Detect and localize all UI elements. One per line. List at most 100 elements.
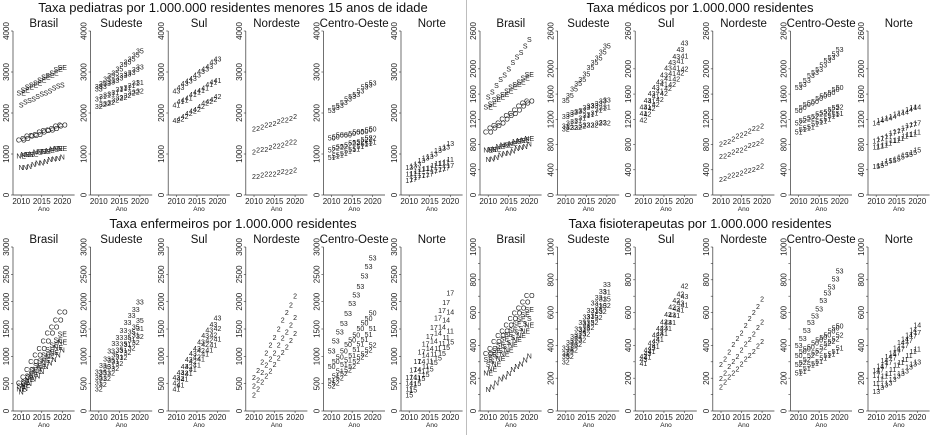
marker-52: 52 bbox=[369, 342, 377, 349]
marker-medio: 2 bbox=[740, 348, 744, 355]
marker-co: CO bbox=[24, 134, 35, 141]
marker-42: 42 bbox=[664, 86, 672, 93]
x-tick-label: 2015 bbox=[810, 413, 828, 422]
marker-52: 52 bbox=[819, 110, 827, 117]
subplot-title: Sul bbox=[658, 234, 675, 246]
marker-n: N bbox=[56, 352, 61, 359]
marker-co: CO bbox=[24, 367, 35, 374]
marker-31: 31 bbox=[124, 85, 132, 92]
marker-baixo: 2 bbox=[252, 392, 256, 399]
marker-51: 51 bbox=[836, 346, 844, 353]
marker-17: 17 bbox=[876, 136, 884, 143]
marker-33: 33 bbox=[574, 109, 582, 116]
marker-15: 15 bbox=[905, 152, 913, 159]
marker-alto: 2 bbox=[735, 336, 739, 343]
marker-ne: NE bbox=[49, 146, 59, 153]
y-tick-label: 200 bbox=[779, 371, 788, 385]
y-tick-label: 2000 bbox=[390, 292, 399, 310]
x-tick-label: 2010 bbox=[635, 413, 653, 422]
marker-41: 41 bbox=[209, 343, 217, 350]
marker-se: SE bbox=[488, 352, 498, 359]
y-tick-label: 400 bbox=[857, 163, 866, 177]
y-tick-label: 2500 bbox=[157, 265, 166, 283]
marker-11: 11 bbox=[438, 341, 445, 348]
marker-33: 33 bbox=[599, 289, 607, 296]
y-tick-label: 4000 bbox=[157, 22, 166, 40]
marker-51: 51 bbox=[344, 357, 352, 364]
marker-43: 43 bbox=[681, 294, 689, 301]
x-tick-label: 2010 bbox=[323, 413, 341, 422]
y-tick-label: 0 bbox=[157, 408, 166, 413]
panel-2: Taxa médicos por 1.000.000 residentes Bra… bbox=[469, 0, 930, 213]
marker-17: 17 bbox=[889, 356, 897, 363]
marker-32: 32 bbox=[562, 360, 570, 367]
marker-alto: 2 bbox=[727, 350, 731, 357]
marker-11: 11 bbox=[905, 353, 912, 360]
marker-co: CO bbox=[41, 338, 52, 345]
marker-51: 51 bbox=[356, 341, 364, 348]
marker-31: 31 bbox=[120, 348, 128, 355]
y-tick-label: 800 bbox=[624, 137, 633, 151]
marker-51: 51 bbox=[340, 362, 348, 369]
marker-33: 33 bbox=[599, 99, 607, 106]
marker-n: N bbox=[502, 374, 507, 381]
marker-53: 53 bbox=[819, 62, 827, 69]
x-tick-label: 2020 bbox=[908, 197, 926, 206]
y-tick-label: 2000 bbox=[80, 104, 89, 122]
x-tick-label: 2020 bbox=[831, 197, 849, 206]
y-tick-label: 3000 bbox=[312, 238, 321, 256]
marker-17: 17 bbox=[442, 165, 450, 172]
marker-50: 50 bbox=[352, 333, 360, 340]
marker-medio: 2 bbox=[752, 142, 756, 149]
marker-43: 43 bbox=[681, 40, 689, 47]
x-tick-label: 2010 bbox=[323, 197, 341, 206]
y-tick-label: 1000 bbox=[2, 347, 11, 365]
marker-41: 41 bbox=[668, 320, 676, 327]
y-tick-label: 3000 bbox=[157, 63, 166, 81]
marker-se: SE bbox=[496, 94, 506, 101]
y-tick-label: 800 bbox=[702, 273, 711, 287]
marker-50: 50 bbox=[365, 316, 373, 323]
marker-15: 15 bbox=[422, 372, 430, 379]
marker-s: S bbox=[27, 98, 32, 105]
y-tick-label: 1000 bbox=[80, 347, 89, 365]
marker-31: 31 bbox=[95, 381, 103, 388]
y-tick-label: 0 bbox=[2, 408, 11, 413]
marker-43: 43 bbox=[668, 60, 676, 67]
x-axis-label: Ano bbox=[348, 422, 360, 429]
marker-42: 42 bbox=[205, 99, 213, 106]
y-tick-label: 800 bbox=[547, 137, 556, 151]
y-tick-label: 200 bbox=[469, 371, 478, 385]
x-tick-label: 2020 bbox=[131, 197, 149, 206]
marker-13: 13 bbox=[893, 373, 901, 380]
marker-41: 41 bbox=[205, 348, 213, 355]
x-tick-label: 2015 bbox=[577, 197, 595, 206]
marker-ne: NE bbox=[524, 323, 534, 330]
marker-se: SE bbox=[58, 65, 68, 72]
marker-31: 31 bbox=[111, 90, 119, 97]
marker-alto: 2 bbox=[277, 327, 281, 334]
marker-50: 50 bbox=[356, 129, 364, 136]
marker-medio: 2 bbox=[260, 147, 264, 154]
marker-baixo: 2 bbox=[252, 174, 256, 181]
marker-41: 41 bbox=[185, 371, 193, 378]
y-tick-label: 200 bbox=[624, 371, 633, 385]
y-tick-label: 800 bbox=[702, 137, 711, 151]
panel-1: Taxa pediatras por 1.000.000 residentes … bbox=[2, 0, 463, 213]
marker-ne: NE bbox=[25, 377, 35, 384]
marker-se: SE bbox=[54, 337, 64, 344]
marker-41: 41 bbox=[672, 313, 680, 320]
marker-51: 51 bbox=[807, 124, 815, 131]
marker-42: 42 bbox=[668, 304, 676, 311]
y-tick-label: 1500 bbox=[157, 320, 166, 338]
marker-co: CO bbox=[495, 333, 506, 340]
marker-11: 11 bbox=[447, 157, 454, 164]
marker-33: 33 bbox=[582, 105, 590, 112]
marker-17: 17 bbox=[913, 330, 921, 337]
marker-51: 51 bbox=[832, 349, 840, 356]
y-tick-label: 1000 bbox=[390, 145, 399, 163]
x-axis-label: Ano bbox=[893, 422, 905, 429]
marker-17: 17 bbox=[422, 341, 430, 348]
marker-11: 11 bbox=[443, 335, 450, 342]
